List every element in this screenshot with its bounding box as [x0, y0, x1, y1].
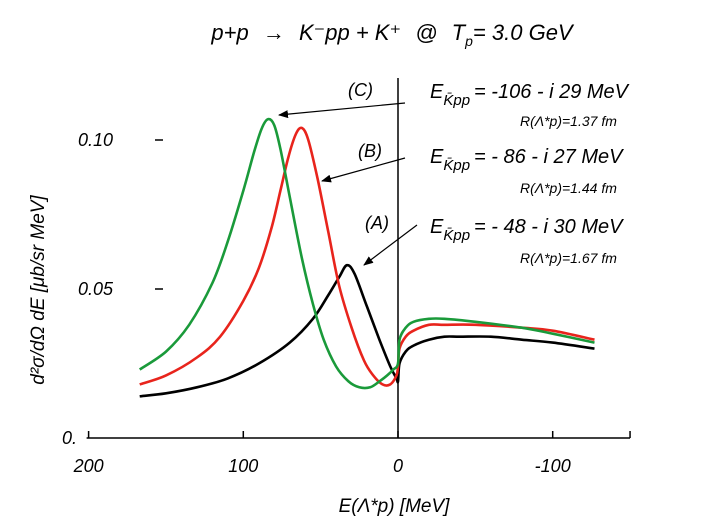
arrow-b — [321, 157, 406, 183]
ticks: 200 100 0 -100 0. 0.05 0.10 — [62, 130, 631, 476]
series-label-c: (C) — [348, 80, 373, 100]
arrow-a — [363, 224, 418, 266]
x-tick-label: 200 — [73, 456, 104, 476]
radius-label-b: R(Λ*p)=1.44 fm — [520, 180, 617, 196]
x-axis-label: E(Λ*p) [MeV] — [339, 496, 451, 517]
x-tick-label: 100 — [228, 456, 258, 476]
curve-c — [138, 117, 595, 390]
energy-formula-b: EK̄pp = - 86 - i 27 MeV — [430, 146, 624, 174]
curves — [138, 117, 595, 398]
x-tick-label: 0 — [393, 456, 403, 476]
x-tick-label: -100 — [535, 456, 571, 476]
radius-label-c: R(Λ*p)=1.37 fm — [520, 113, 617, 129]
series-label-b: (B) — [358, 141, 382, 161]
curve-a — [139, 263, 595, 398]
radius-label-a: R(Λ*p)=1.67 fm — [520, 250, 617, 266]
y-tick-label: 0.05 — [78, 279, 114, 299]
y-tick-label: 0. — [62, 428, 77, 448]
y-axis-label: d²σ/dΩ dE [μb/sr MeV] — [28, 195, 49, 385]
series-label-a: (A) — [365, 213, 389, 233]
annotations: (A) EK̄pp = - 48 - i 30 MeV R(Λ*p)=1.67 fm (… — [278, 80, 630, 266]
y-tick-label: 0.10 — [78, 130, 113, 150]
arrow-c — [278, 102, 406, 119]
chart-title: p+p → K⁻pp + K⁺ @ Tp= 3.0 GeV — [210, 20, 575, 49]
energy-formula-a: EK̄pp = - 48 - i 30 MeV — [430, 216, 624, 244]
curve-b — [139, 126, 595, 387]
energy-formula-c: EK̄pp = -106 - i 29 MeV — [430, 81, 630, 109]
